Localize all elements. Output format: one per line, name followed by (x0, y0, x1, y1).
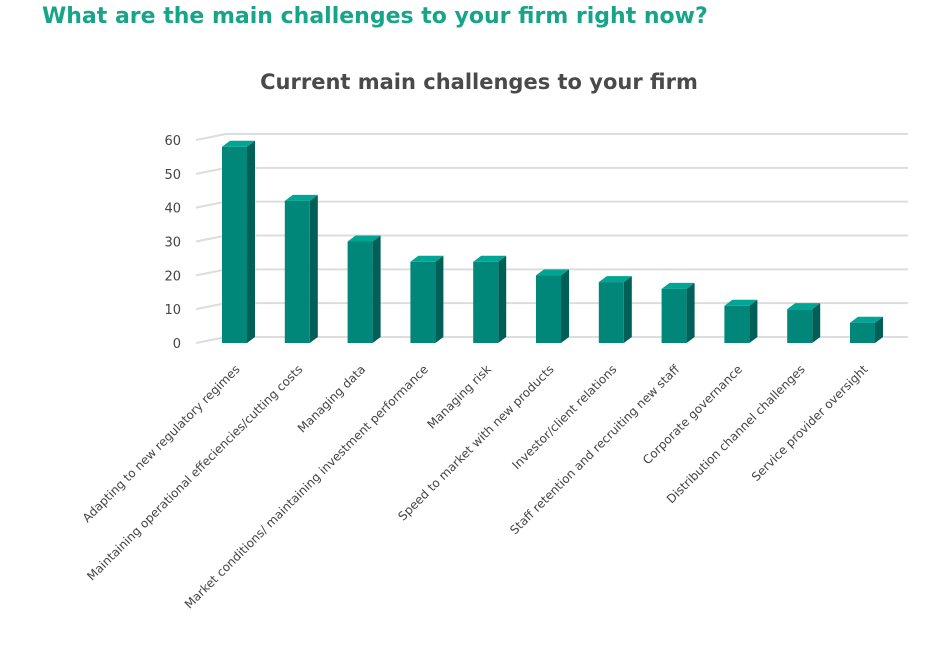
bar-front (724, 305, 750, 343)
bar-side (623, 276, 632, 343)
y-tick-label: 10 (164, 303, 181, 318)
bar (850, 316, 883, 343)
bar-front (598, 282, 624, 343)
bar (347, 235, 381, 343)
bar-top (598, 276, 632, 283)
y-tick-label: 50 (164, 168, 181, 183)
bar-front (410, 261, 436, 343)
bar (284, 194, 318, 343)
gridline-depth (195, 268, 227, 277)
chart-title: Current main challenges to your firm (260, 70, 698, 94)
bar-top (347, 235, 381, 242)
bar-side (812, 303, 821, 343)
y-tick-label: 20 (164, 269, 181, 284)
bar (473, 255, 507, 343)
bar-top (724, 299, 758, 306)
bar-side (435, 255, 444, 343)
bar-top (850, 316, 883, 323)
bars (222, 140, 883, 343)
gridline-depth (195, 302, 227, 311)
bar-front (222, 146, 247, 343)
x-category-label: Service provider oversight (749, 362, 871, 484)
bar-side (309, 194, 318, 343)
bar-side (247, 140, 255, 343)
x-category-label: Market conditions/ maintaining investmen… (182, 362, 431, 611)
gridline-depth (195, 166, 227, 175)
bar-top (661, 282, 695, 289)
x-category-label: Investor/client relations (509, 362, 619, 472)
bar-side (561, 269, 569, 343)
bar-front (284, 200, 310, 343)
gridline-depth (195, 200, 227, 209)
bar (598, 276, 632, 343)
x-category-label: Maintaining operational effeciencies/cut… (84, 362, 305, 583)
y-tick-label: 0 (173, 337, 181, 352)
bar-side (498, 255, 507, 343)
bar-front (850, 322, 875, 343)
bar-side (686, 282, 695, 343)
bar (536, 269, 569, 343)
bar (661, 282, 695, 343)
gridline-depth (195, 133, 227, 141)
bar-front (347, 241, 373, 343)
bar-top (787, 303, 821, 310)
x-category-label: Distribution channel challenges (664, 362, 808, 506)
x-axis-labels: Adapting to new regulatory regimesMainta… (80, 362, 871, 612)
bar-side (372, 235, 381, 343)
bar (410, 255, 444, 343)
bar-front (536, 275, 561, 343)
bar-front (787, 309, 813, 343)
y-axis-ticks: 0 10 20 30 40 50 60 (164, 134, 181, 352)
x-category-label: Managing data (295, 362, 368, 435)
bar-top (473, 255, 507, 262)
bar-top (410, 255, 444, 262)
bar-top (222, 140, 255, 147)
bar-front (661, 288, 687, 343)
bar-side (875, 316, 883, 343)
bar (222, 140, 255, 343)
gridline-depth (195, 234, 227, 243)
y-tick-label: 40 (164, 202, 181, 217)
bar-front (473, 261, 499, 343)
bar-top (284, 194, 318, 201)
bar (787, 303, 821, 343)
bar (724, 299, 758, 343)
bar-side (749, 299, 758, 343)
x-category-label: Managing risk (424, 362, 493, 431)
bar-top (536, 269, 569, 276)
gridline-depth (195, 336, 227, 344)
y-tick-label: 60 (164, 134, 181, 149)
page-heading: What are the main challenges to your fir… (42, 4, 708, 29)
y-tick-label: 30 (164, 236, 181, 251)
